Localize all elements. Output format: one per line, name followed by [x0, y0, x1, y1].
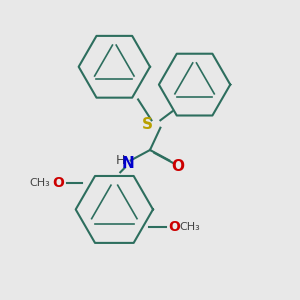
Text: O: O: [168, 220, 180, 234]
Text: O: O: [52, 176, 64, 190]
Text: O: O: [172, 159, 185, 174]
Text: N: N: [121, 156, 134, 171]
Text: CH₃: CH₃: [180, 222, 200, 232]
Text: H: H: [116, 154, 125, 167]
Text: S: S: [142, 117, 152, 132]
Text: CH₃: CH₃: [30, 178, 50, 188]
